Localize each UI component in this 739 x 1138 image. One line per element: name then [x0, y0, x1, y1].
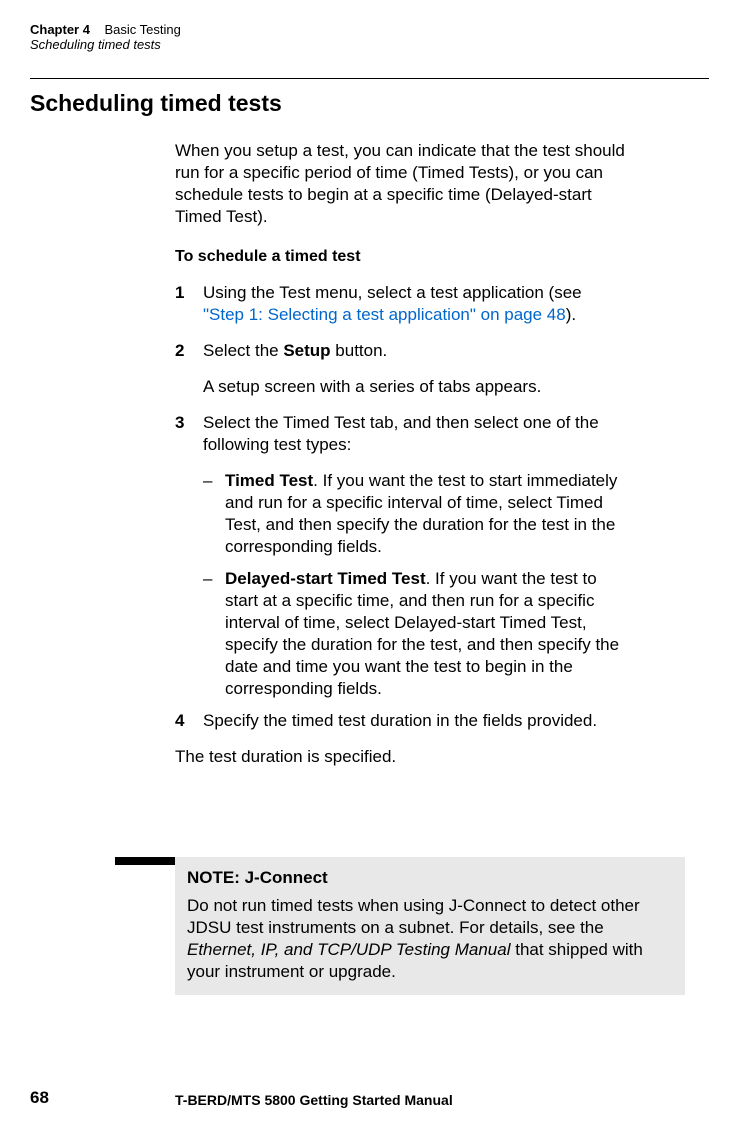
step-text: Select the Timed Test tab, and then sele… — [203, 412, 625, 456]
header-divider — [30, 78, 709, 79]
step-number: 4 — [175, 710, 203, 732]
intro-paragraph: When you setup a test, you can indicate … — [175, 140, 625, 228]
section-heading: Scheduling timed tests — [30, 90, 282, 117]
text-fragment: ). — [566, 305, 576, 324]
step-text: Using the Test menu, select a test appli… — [203, 282, 625, 326]
text-fragment: Using the Test menu, select a test appli… — [203, 283, 582, 302]
bullet-text: Delayed-start Timed Test. If you want th… — [225, 568, 625, 700]
step-2: 2 Select the Setup button. — [175, 340, 625, 362]
result-paragraph: The test duration is specified. — [175, 746, 625, 768]
note-title: NOTE: J-Connect — [187, 867, 673, 889]
text-fragment: Select the — [203, 341, 283, 360]
chapter-title: Basic Testing — [104, 22, 180, 37]
text-fragment: button. — [331, 341, 388, 360]
step-number: 1 — [175, 282, 203, 326]
footer-manual-title: T-BERD/MTS 5800 Getting Started Manual — [175, 1092, 453, 1108]
option-name: Timed Test — [225, 471, 313, 490]
bullet-timed-test: – Timed Test. If you want the test to st… — [203, 470, 625, 558]
cross-reference-link[interactable]: "Step 1: Selecting a test application" o… — [203, 305, 566, 324]
note-box: NOTE: J-Connect Do not run timed tests w… — [175, 857, 685, 995]
procedure-subheading: To schedule a timed test — [175, 246, 625, 268]
text-fragment: Do not run timed tests when using J-Conn… — [187, 896, 640, 937]
step-text: Select the Setup button. — [203, 340, 625, 362]
bullet-dash-icon: – — [203, 568, 225, 700]
step-1: 1 Using the Test menu, select a test app… — [175, 282, 625, 326]
running-header: Chapter 4 Basic Testing Scheduling timed… — [30, 22, 181, 52]
bullet-dash-icon: – — [203, 470, 225, 558]
page: Chapter 4 Basic Testing Scheduling timed… — [0, 0, 739, 1138]
note-body: Do not run timed tests when using J-Conn… — [187, 895, 673, 983]
bullet-delayed-start: – Delayed-start Timed Test. If you want … — [203, 568, 625, 700]
step-number: 3 — [175, 412, 203, 456]
step-number: 2 — [175, 340, 203, 362]
note-accent-bar — [115, 857, 175, 865]
page-number: 68 — [30, 1088, 49, 1108]
chapter-label: Chapter 4 — [30, 22, 90, 37]
ui-element-name: Setup — [283, 341, 330, 360]
step-text: Specify the timed test duration in the f… — [203, 710, 625, 732]
body-content: When you setup a test, you can indicate … — [175, 140, 625, 786]
step-2-result: A setup screen with a series of tabs app… — [203, 376, 625, 398]
spacer — [94, 22, 101, 37]
manual-title: Ethernet, IP, and TCP/UDP Testing Manual — [187, 940, 511, 959]
header-subtitle: Scheduling timed tests — [30, 37, 181, 52]
note-block: NOTE: J-Connect Do not run timed tests w… — [115, 857, 675, 995]
step-3: 3 Select the Timed Test tab, and then se… — [175, 412, 625, 456]
bullet-text: Timed Test. If you want the test to star… — [225, 470, 625, 558]
text-fragment: . If you want the test to start at a spe… — [225, 569, 619, 698]
step-4: 4 Specify the timed test duration in the… — [175, 710, 625, 732]
option-name: Delayed-start Timed Test — [225, 569, 426, 588]
